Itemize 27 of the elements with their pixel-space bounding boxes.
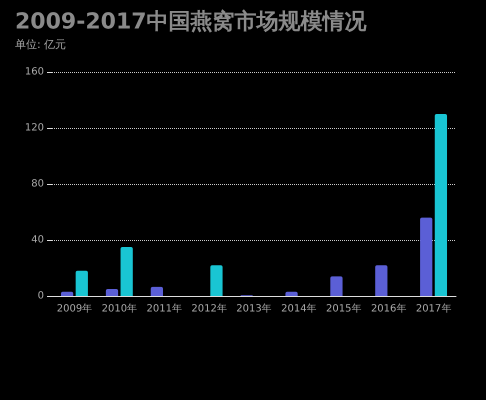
y-tick-label: 120 — [24, 122, 44, 134]
bar — [420, 218, 432, 296]
bar — [120, 247, 133, 296]
bar — [434, 114, 448, 296]
y-tick-label: 0 — [38, 290, 44, 302]
y-tick-label: 160 — [24, 66, 44, 78]
bar — [210, 265, 223, 296]
chart-subtitle: 单位: 亿元 — [15, 38, 66, 51]
bar — [330, 276, 343, 296]
bar — [285, 292, 298, 296]
chart-title: 2009-2017中国燕窝市场规模情况 — [15, 8, 368, 34]
x-tick-label: 2013年 — [236, 302, 272, 314]
y-tick-label: 40 — [31, 234, 44, 246]
y-tick-label: 80 — [31, 178, 44, 190]
bar — [106, 289, 118, 296]
x-tick-label: 2010年 — [102, 302, 138, 314]
x-tick-label: 2009年 — [56, 302, 92, 314]
x-tick-label: 2016年 — [370, 302, 406, 314]
bar — [150, 286, 163, 296]
bar — [76, 270, 88, 296]
x-tick-label: 2012年 — [191, 302, 227, 314]
bar — [60, 292, 74, 296]
x-tick-label: 2015年 — [326, 302, 362, 314]
x-tick-label: 2017年 — [416, 302, 452, 314]
x-tick-label: 2011年 — [146, 302, 182, 314]
x-tick-label: 2014年 — [281, 302, 317, 314]
bar — [375, 265, 388, 296]
